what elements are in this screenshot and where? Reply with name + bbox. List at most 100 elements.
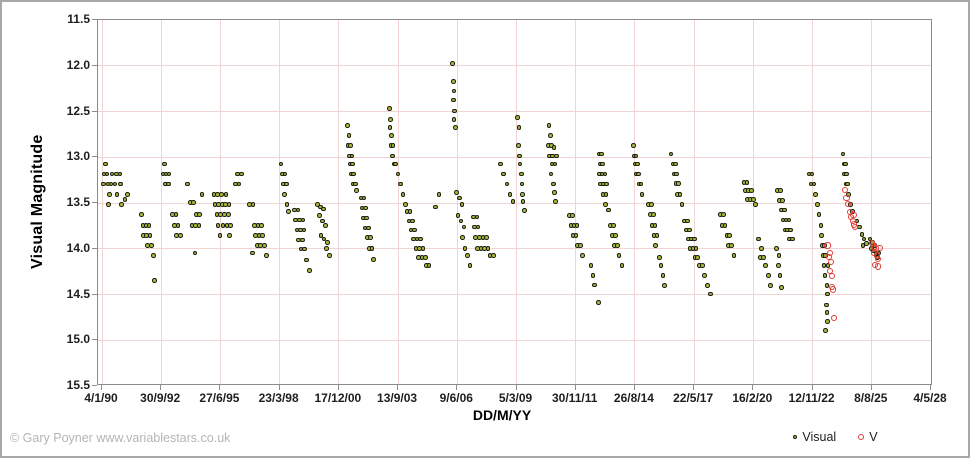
data-point-visual <box>369 245 375 251</box>
data-point-visual <box>553 153 559 159</box>
data-point-visual <box>662 283 667 289</box>
y-tick-label: 11.5 <box>67 12 90 26</box>
data-point-visual <box>148 243 154 248</box>
x-tick-mark <box>456 385 458 390</box>
data-point-visual <box>649 202 654 207</box>
v-band-marker-icon <box>858 434 865 440</box>
data-point-visual <box>226 202 232 207</box>
data-point-visual <box>590 273 596 278</box>
data-point-visual <box>389 133 394 138</box>
visual-marker-icon <box>793 434 798 440</box>
data-point-visual <box>317 213 322 218</box>
data-point-visual <box>776 253 782 258</box>
data-point-visual <box>152 277 158 283</box>
data-point-v <box>852 224 859 231</box>
data-point-visual <box>175 223 181 228</box>
v-gridline <box>812 20 814 384</box>
data-point-visual <box>218 212 223 217</box>
data-point-visual <box>744 180 750 185</box>
data-point-visual <box>278 161 284 167</box>
data-point-v <box>824 242 831 249</box>
data-point-visual <box>825 319 830 324</box>
x-tick-mark <box>337 385 339 390</box>
data-point-visual <box>578 243 583 248</box>
legend-item-visual: Visual <box>793 430 836 444</box>
data-point-visual <box>702 273 707 278</box>
data-point-visual <box>546 123 552 128</box>
data-point-visual <box>454 190 460 195</box>
data-point-visual <box>762 263 768 268</box>
x-tick-mark <box>574 385 576 390</box>
x-tick-mark <box>397 385 399 390</box>
data-point-visual <box>574 223 580 228</box>
data-point-visual <box>569 213 575 218</box>
data-point-visual <box>300 217 306 223</box>
data-point-visual <box>139 212 145 217</box>
data-point-visual <box>284 202 290 207</box>
data-point-visual <box>776 263 781 268</box>
data-point-visual <box>638 181 644 187</box>
y-tick-mark <box>92 247 97 249</box>
data-point-visual <box>412 227 418 233</box>
data-point-visual <box>223 191 229 197</box>
data-point-visual <box>217 233 223 238</box>
data-point-visual <box>515 115 521 120</box>
data-point-visual <box>756 236 762 242</box>
chart-legend: Visual V <box>793 430 878 444</box>
data-point-visual <box>386 105 392 111</box>
data-point-visual <box>436 191 442 197</box>
data-point-visual <box>225 212 231 217</box>
data-point-visual <box>592 282 598 288</box>
v-gridline <box>219 20 221 384</box>
x-tick-label: 12/11/22 <box>788 391 835 405</box>
plot-area <box>97 19 932 385</box>
data-point-visual <box>704 283 710 289</box>
y-tick-label: 12.5 <box>66 103 90 118</box>
data-point-visual <box>324 245 329 251</box>
x-tick-label: 17/12/00 <box>314 391 362 405</box>
data-point-visual <box>452 108 457 114</box>
data-point-visual <box>307 267 312 273</box>
data-point-visual <box>484 234 489 240</box>
data-point-v <box>826 249 833 256</box>
data-point-visual <box>504 181 510 187</box>
data-point-visual <box>117 171 123 177</box>
x-tick-label: 9/6/06 <box>439 391 473 405</box>
data-point-visual <box>552 190 557 195</box>
data-point-visual <box>465 253 470 258</box>
data-point-visual <box>192 250 198 256</box>
data-point-visual <box>395 171 401 177</box>
data-point-visual <box>302 246 307 252</box>
data-point-visual <box>580 253 585 258</box>
data-point-visual <box>491 253 496 258</box>
data-point-visual <box>520 191 525 197</box>
x-tick-label: 30/9/92 <box>140 391 181 405</box>
data-point-visual <box>250 250 255 256</box>
data-point-visual <box>220 223 226 228</box>
data-point-visual <box>720 212 726 217</box>
data-point-visual <box>603 202 608 207</box>
data-point-visual <box>825 291 830 297</box>
data-point-visual <box>765 273 771 278</box>
data-point-visual <box>190 200 196 205</box>
data-point-visual <box>327 253 332 258</box>
data-point-visual <box>685 218 690 224</box>
data-point-visual <box>679 202 685 207</box>
data-point-visual <box>364 215 370 221</box>
data-point-visual <box>457 195 463 201</box>
data-point-visual <box>104 171 110 177</box>
data-point-visual <box>451 79 456 84</box>
v-gridline <box>160 20 162 384</box>
x-axis-title: DD/M/YY <box>472 407 532 423</box>
data-point-visual <box>658 263 664 268</box>
data-point-visual <box>677 191 683 197</box>
data-point-visual <box>388 116 393 122</box>
x-tick-label: 22/5/17 <box>673 391 714 405</box>
data-point-visual <box>301 227 307 233</box>
data-point-visual <box>600 161 605 167</box>
data-point-visual <box>460 234 465 240</box>
data-point-visual <box>653 243 659 248</box>
data-point-visual <box>321 236 327 242</box>
data-point-visual <box>283 181 289 187</box>
data-point-visual <box>630 143 636 149</box>
